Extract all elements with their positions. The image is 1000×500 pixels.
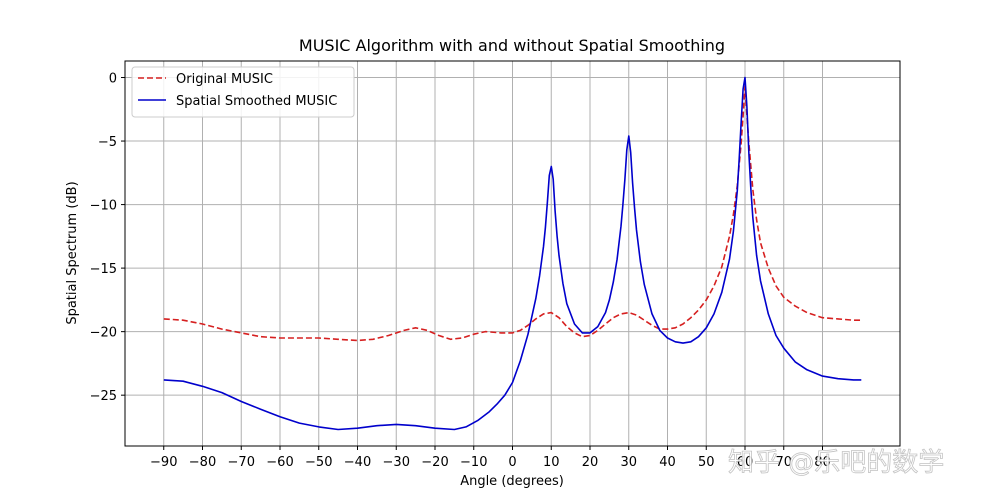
x-tick-label: 0 — [508, 455, 516, 470]
x-tick-label: 30 — [620, 455, 637, 470]
series-line-spatial-smoothed-music — [163, 76, 862, 431]
y-tick-label: −25 — [90, 389, 117, 404]
x-axis-ticks: −90 −80 −70 −60 −50 −40 −30 −20 −10 0 10 20 30 40 50 60… — [150, 446, 831, 470]
x-tick-label: 40 — [659, 455, 676, 470]
x-tick-label: −60 — [266, 455, 293, 470]
x-tick-label: −30 — [383, 455, 410, 470]
series-line-original-music — [163, 85, 862, 342]
y-tick-label: −10 — [90, 199, 117, 214]
x-tick-label: 80 — [814, 455, 831, 470]
watermark-text: 知乎 @乐吧的数学 — [728, 448, 944, 478]
legend: Original MUSIC Spatial Smoothed MUSIC — [131, 66, 355, 118]
x-tick-label: 70 — [775, 455, 792, 470]
chart-title: MUSIC Algorithm with and without Spatial… — [299, 36, 725, 55]
x-tick-label: 50 — [698, 455, 715, 470]
y-tick-label: 0 — [109, 72, 117, 87]
y-tick-label: −20 — [90, 326, 117, 341]
x-tick-label: 10 — [543, 455, 560, 470]
legend-box — [131, 66, 355, 118]
x-tick-label: −10 — [460, 455, 487, 470]
y-axis-label: Spatial Spectrum (dB) — [65, 181, 80, 324]
grid — [125, 61, 900, 446]
x-tick-label: 20 — [582, 455, 599, 470]
x-tick-label: −70 — [228, 455, 255, 470]
legend-label-original: Original MUSIC — [176, 72, 273, 87]
x-tick-label: −80 — [189, 455, 216, 470]
x-axis-label: Angle (degrees) — [460, 474, 564, 489]
legend-label-smoothed: Spatial Smoothed MUSIC — [176, 94, 337, 109]
y-axis-ticks: 0 −5 −10 −15 −20 −25 — [90, 72, 125, 404]
y-tick-label: −5 — [98, 135, 117, 150]
x-tick-label: −50 — [305, 455, 332, 470]
x-tick-label: 60 — [737, 455, 754, 470]
x-tick-label: −20 — [421, 455, 448, 470]
x-tick-label: −40 — [344, 455, 371, 470]
series-lines — [163, 76, 862, 431]
x-tick-label: −90 — [150, 455, 177, 470]
y-tick-label: −15 — [90, 262, 117, 277]
